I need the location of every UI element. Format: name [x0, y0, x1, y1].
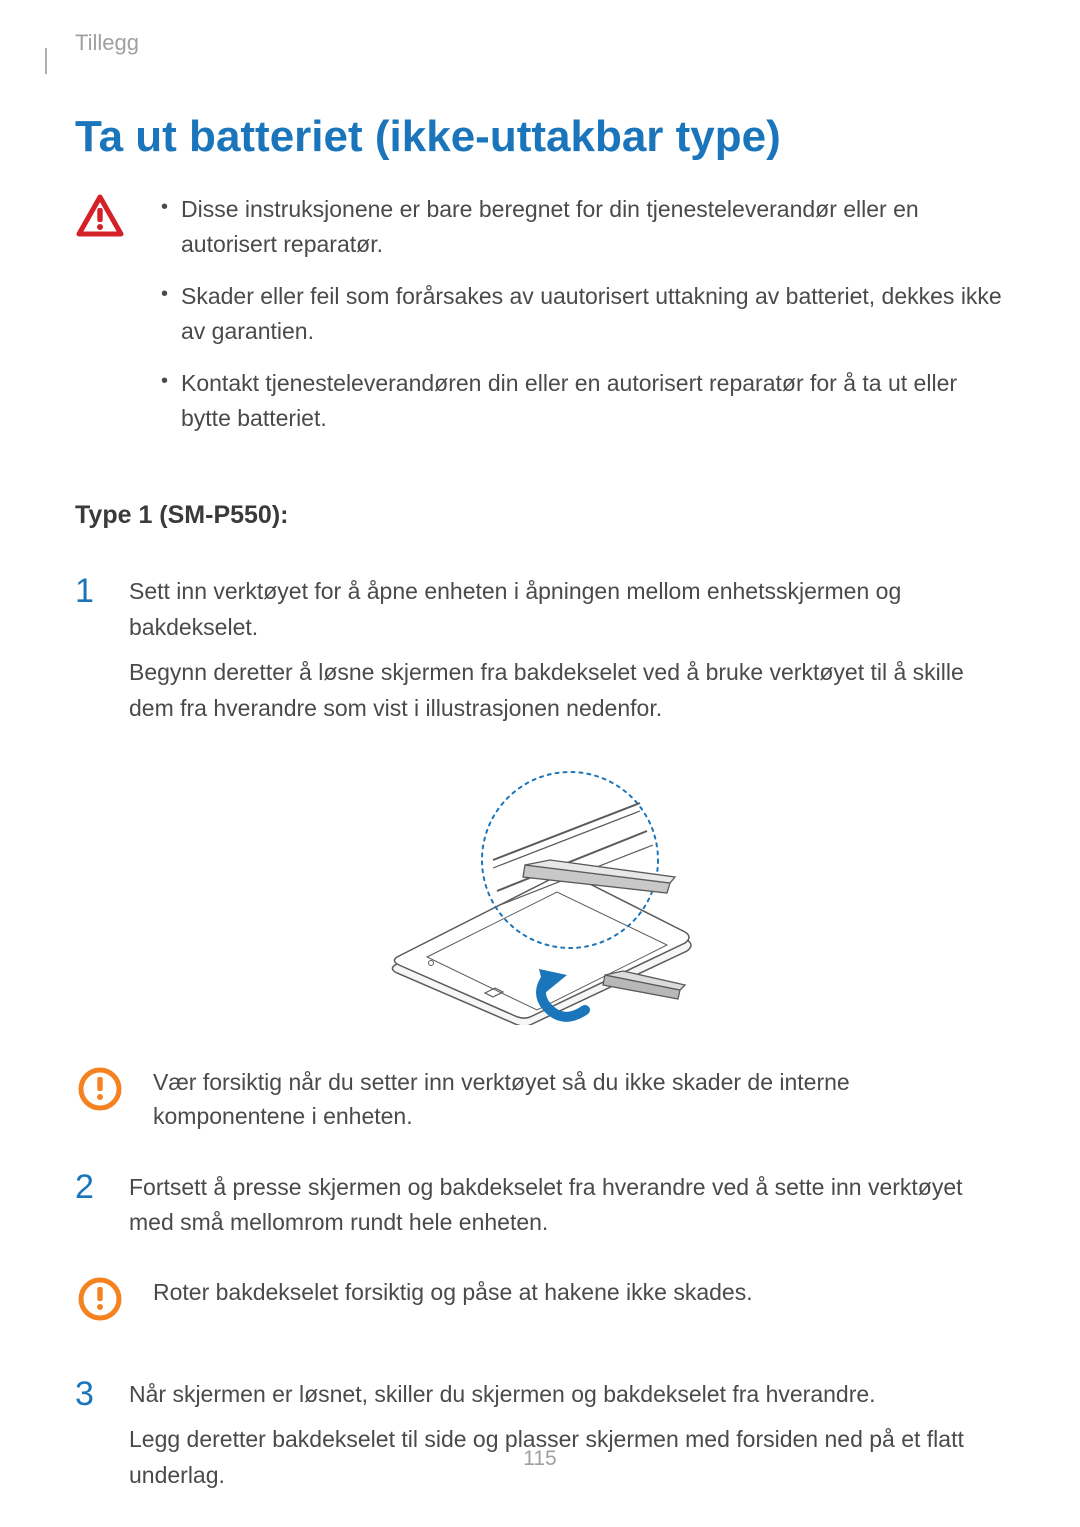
step-text: Sett inn verktøyet for å åpne enheten i …: [129, 574, 1005, 645]
page-title: Ta ut batteriet (ikke-uttakbar type): [75, 112, 1005, 162]
header-rule: [45, 48, 47, 74]
caution-block-1: Vær forsiktig når du setter inn verktøye…: [75, 1065, 1005, 1134]
step-body: Fortsett å presse skjermen og bakdeksele…: [129, 1170, 1005, 1251]
step-text: Fortsett å presse skjermen og bakdeksele…: [129, 1170, 1005, 1241]
caution-block-2: Roter bakdekselet forsiktig og påse at h…: [75, 1275, 1005, 1321]
page-number: 115: [0, 1447, 1080, 1471]
list-item: Skader eller feil som forårsakes av uaut…: [153, 279, 1005, 348]
caution-icon: [75, 1065, 125, 1111]
spacer: [75, 1357, 1005, 1377]
list-item: Kontakt tjenesteleverandøren din eller e…: [153, 366, 1005, 435]
step-1: 1 Sett inn verktøyet for å åpne enheten …: [75, 574, 1005, 737]
step-body: Når skjermen er løsnet, skiller du skjer…: [129, 1377, 1005, 1504]
step-number: 3: [75, 1377, 111, 1504]
caution-icon: [75, 1275, 125, 1321]
step-text: Når skjermen er løsnet, skiller du skjer…: [129, 1377, 1005, 1413]
breadcrumb: Tillegg: [75, 30, 1005, 56]
section-subhead: Type 1 (SM-P550):: [75, 501, 1005, 530]
device-illustration: [75, 765, 1005, 1025]
step-body: Sett inn verktøyet for å åpne enheten i …: [129, 574, 1005, 737]
caution-text: Vær forsiktig når du setter inn verktøye…: [153, 1065, 1005, 1134]
page: Tillegg Ta ut batteriet (ikke-uttakbar t…: [0, 0, 1080, 1504]
page-header: Tillegg: [75, 30, 1005, 56]
step-3: 3 Når skjermen er løsnet, skiller du skj…: [75, 1377, 1005, 1504]
warning-list: Disse instruksjonene er bare beregnet fo…: [153, 192, 1005, 453]
caution-text: Roter bakdekselet forsiktig og påse at h…: [153, 1275, 1005, 1310]
step-text: Begynn deretter å løsne skjermen fra bak…: [129, 655, 1005, 726]
step-number: 1: [75, 574, 111, 737]
step-2: 2 Fortsett å presse skjermen og bakdekse…: [75, 1170, 1005, 1251]
list-item: Disse instruksjonene er bare beregnet fo…: [153, 192, 1005, 261]
warning-block: Disse instruksjonene er bare beregnet fo…: [75, 192, 1005, 453]
warning-icon: [75, 192, 125, 453]
step-number: 2: [75, 1170, 111, 1251]
